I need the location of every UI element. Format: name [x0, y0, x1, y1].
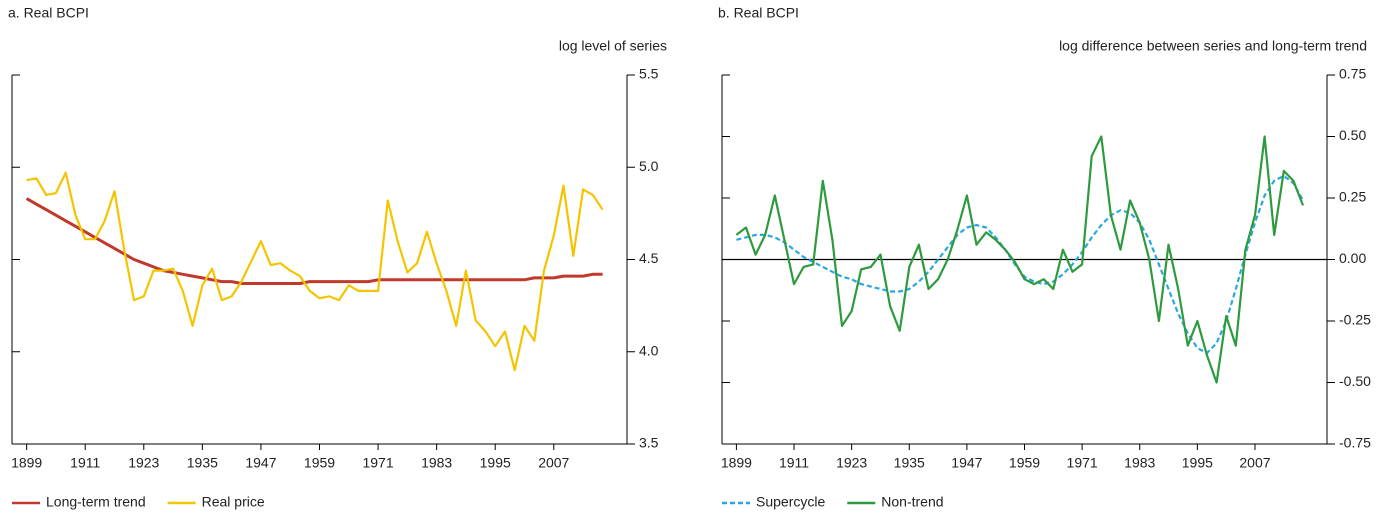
- x-tick-label: 1911: [779, 455, 809, 471]
- x-tick-label: 1923: [836, 455, 867, 471]
- y-tick-label: 3.5: [639, 435, 659, 451]
- y-tick-label: 0.00: [1339, 250, 1366, 266]
- x-tick-label: 1947: [245, 455, 276, 471]
- panel-title: b. Real BCPI: [718, 5, 799, 21]
- y-tick-label: -0.75: [1339, 435, 1371, 451]
- legend-label: Long-term trend: [46, 494, 146, 510]
- series-line: [25, 197, 603, 285]
- y-tick-label: 5.5: [639, 66, 659, 82]
- x-tick-label: 1935: [187, 455, 218, 471]
- y-tick-label: -0.25: [1339, 312, 1371, 328]
- series-line: [735, 135, 1305, 384]
- x-tick-label: 1995: [1182, 455, 1213, 471]
- y-tick-label: 5.0: [639, 158, 659, 174]
- legend-label: Non-trend: [881, 494, 943, 510]
- legend-label: Real price: [202, 494, 265, 510]
- panel-title: a. Real BCPI: [8, 5, 89, 21]
- x-tick-label: 1899: [11, 455, 42, 471]
- x-tick-label: 1947: [951, 455, 982, 471]
- x-tick-label: 1959: [304, 455, 335, 471]
- x-tick-label: 1923: [128, 455, 159, 471]
- y-tick-label: 0.75: [1339, 66, 1366, 82]
- x-tick-label: 1995: [480, 455, 511, 471]
- y-tick-label: -0.50: [1339, 373, 1371, 389]
- y-axis-label: log level of series: [559, 38, 667, 54]
- y-tick-label: 4.5: [639, 250, 659, 266]
- x-tick-label: 1983: [1124, 455, 1155, 471]
- y-tick-label: 0.25: [1339, 189, 1366, 205]
- series-line: [26, 171, 604, 372]
- x-tick-label: 1911: [70, 455, 100, 471]
- x-tick-label: 2007: [538, 455, 569, 471]
- x-tick-label: 2007: [1239, 455, 1270, 471]
- y-axis-label: log difference between series and long-t…: [1059, 38, 1367, 54]
- y-tick-label: 4.0: [639, 342, 659, 358]
- x-tick-label: 1971: [1067, 455, 1098, 471]
- x-tick-label: 1971: [362, 455, 393, 471]
- x-tick-label: 1959: [1009, 455, 1040, 471]
- y-tick-label: 0.50: [1339, 127, 1366, 143]
- x-tick-label: 1899: [721, 455, 752, 471]
- x-tick-label: 1935: [894, 455, 925, 471]
- legend-label: Supercycle: [756, 494, 825, 510]
- x-tick-label: 1983: [421, 455, 452, 471]
